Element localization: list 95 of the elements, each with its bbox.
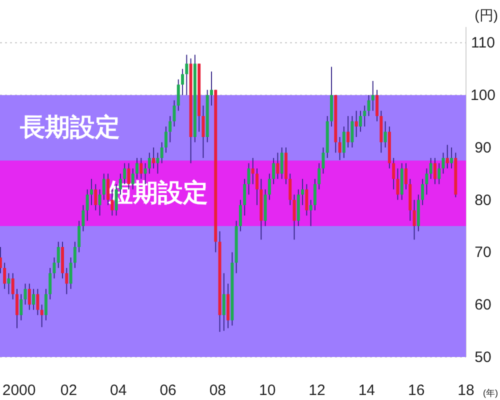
candlestick (136, 157, 138, 180)
x-tick-label: 18 (458, 382, 474, 399)
x-tick-label: 08 (209, 382, 226, 399)
y-tick-label: 90 (474, 139, 492, 156)
candlestick (202, 105, 205, 158)
x-tick-label: 04 (110, 382, 127, 399)
candlestick (36, 288, 40, 316)
x-tick-label: 2000 (2, 382, 36, 399)
candlestick (350, 116, 354, 148)
candlestick (376, 89, 379, 122)
candlestick (7, 272, 10, 295)
candlestick (446, 144, 449, 169)
candlestick (276, 152, 280, 180)
candlestick (185, 54, 188, 96)
y-tick-label: 110 (471, 34, 495, 52)
candlestick (44, 288, 48, 321)
candlestick (181, 68, 184, 96)
candlestick (48, 267, 52, 300)
candlestick (421, 178, 424, 206)
candlestick (148, 152, 151, 174)
candlestick (247, 162, 250, 196)
candlestick (40, 304, 44, 328)
candlestick (168, 116, 172, 143)
candlestick (140, 157, 143, 180)
candlestick (301, 178, 304, 206)
candlestick (56, 241, 60, 268)
candlestick (86, 188, 89, 222)
candlestick (243, 178, 246, 216)
candlestick (371, 80, 374, 112)
y-tick-label: 70 (474, 244, 492, 262)
x-tick-label: 02 (60, 382, 78, 399)
candlestick (156, 152, 160, 174)
candlestick (24, 283, 27, 306)
candlestick (78, 220, 81, 253)
candlestick (3, 262, 6, 290)
x-tick-label: 10 (259, 382, 276, 399)
candlestick (313, 178, 316, 211)
y-tick-label: 100 (470, 87, 496, 104)
candlestick (82, 204, 85, 232)
band-label: 長期設定 (20, 114, 120, 142)
candlestick (152, 146, 156, 169)
candlestick (94, 184, 98, 211)
candlestick (102, 173, 106, 200)
y-tick-label: 60 (474, 296, 492, 314)
x-tick-label: 06 (160, 382, 176, 399)
candlestick (396, 168, 400, 200)
candlestick (280, 146, 284, 180)
candlestick (425, 168, 428, 196)
candlestick (256, 168, 259, 206)
candlestick (358, 110, 362, 132)
candlestick (210, 71, 213, 106)
candlestick (354, 110, 358, 138)
candlestick (412, 199, 416, 240)
candlestick (429, 157, 432, 180)
candlestick (32, 288, 36, 310)
candlestick (222, 272, 226, 332)
y-tick-label: 50 (474, 349, 492, 366)
candlestick (338, 136, 342, 161)
candlestick (90, 178, 93, 206)
candlestick (251, 157, 254, 185)
candlestick (438, 162, 441, 185)
candlestick (346, 116, 350, 148)
candlestick (28, 283, 31, 310)
candlestick (309, 199, 312, 227)
candlestick (450, 146, 454, 169)
candlestick (164, 126, 168, 154)
candlestick (442, 152, 445, 174)
candlestick (16, 288, 18, 329)
candlestick (11, 272, 14, 300)
candlestick (318, 162, 321, 190)
y-tick-label: 80 (474, 192, 492, 209)
y-axis-title: (円) (474, 7, 498, 23)
x-tick-label: 12 (308, 382, 326, 399)
candlestick (322, 146, 325, 174)
candlestick (176, 78, 180, 112)
candlestick (268, 173, 271, 200)
x-axis-title: (年) (483, 388, 498, 398)
candlestick (160, 142, 164, 164)
candlestick (305, 184, 308, 216)
x-tick-label: 14 (358, 382, 376, 399)
candlestick (272, 157, 276, 185)
candlestick (73, 241, 76, 268)
candlestick (342, 126, 346, 158)
candlestick (20, 294, 23, 321)
candlestick (433, 157, 436, 185)
candlestick (392, 157, 396, 190)
candlestick (288, 173, 292, 206)
x-tick-label: 16 (408, 382, 425, 399)
candlestick (238, 199, 242, 232)
candlestick (404, 162, 408, 190)
candlestick (52, 256, 56, 279)
candlestick (65, 267, 68, 295)
candlestick (384, 120, 387, 148)
candlestick (69, 256, 72, 290)
candlestick (363, 105, 366, 128)
